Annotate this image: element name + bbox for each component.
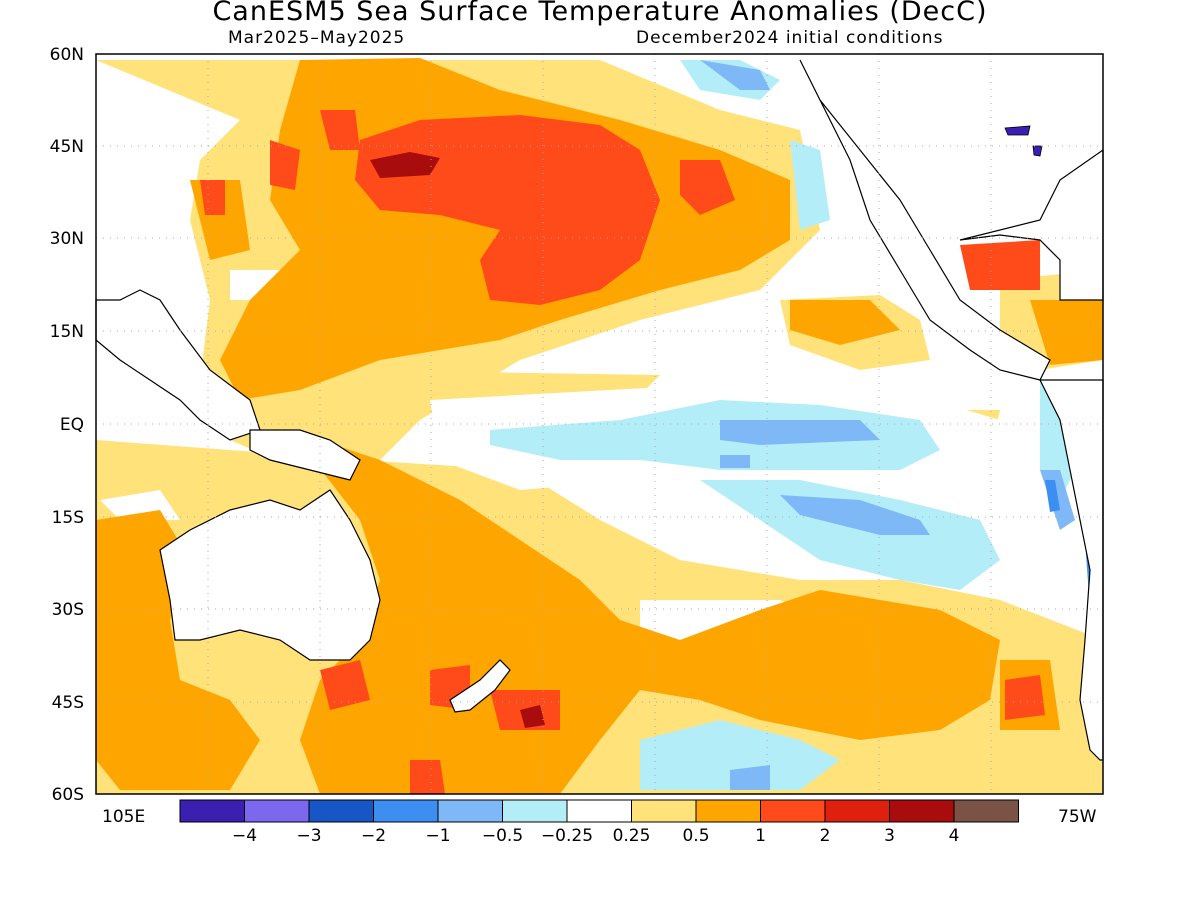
colorbar-swatch <box>695 799 761 823</box>
lat-label: 60N <box>50 45 84 65</box>
coastlines <box>95 59 1104 761</box>
lon-label-right: 75W <box>1058 807 1097 827</box>
colorbar-swatch <box>179 799 245 823</box>
anomaly-2-3 <box>370 152 545 728</box>
colorbar-label: −0.5 <box>482 826 523 846</box>
colorbar-label: 0.5 <box>682 826 709 846</box>
lat-label: 45S <box>52 693 84 713</box>
australia <box>159 489 381 661</box>
lat-label: 15S <box>52 508 84 528</box>
initial-conditions: December2024 initial conditions <box>636 28 944 48</box>
map-frame <box>95 53 1104 795</box>
colorbar-label: −2 <box>361 826 386 846</box>
map-title: CanESM5 Sea Surface Temperature Anomalie… <box>212 0 988 27</box>
lat-label: 45N <box>50 137 84 157</box>
colorbar-label: 4 <box>949 826 960 846</box>
lat-label: 30S <box>52 600 84 620</box>
asia-coast <box>95 289 261 441</box>
lat-label: 30N <box>50 229 84 249</box>
colorbar-swatch <box>631 799 697 823</box>
colorbar-swatch <box>308 799 374 823</box>
colorbar-label: 2 <box>820 826 831 846</box>
colorbar-swatch <box>373 799 439 823</box>
latitude-labels: 60N 45N 30N 15N EQ 15S 30S 45S 60S <box>50 45 84 805</box>
lon-label-left: 105E <box>102 807 145 827</box>
colorbar-label: 1 <box>755 826 766 846</box>
colorbar-swatch <box>566 799 632 823</box>
colorbar: −4 −3 −2 −1 −0.5 −0.25 0.25 0.5 1 2 3 4 <box>179 799 1019 846</box>
colorbar-label: 0.25 <box>613 826 651 846</box>
lat-label: 15N <box>50 322 84 342</box>
colorbar-swatch <box>244 799 310 823</box>
great-lakes <box>1004 125 1043 157</box>
colorbar-label: −3 <box>296 826 321 846</box>
forecast-period: Mar2025–May2025 <box>228 28 406 48</box>
new-zealand <box>449 659 511 713</box>
graticule <box>96 54 1103 794</box>
colorbar-swatch <box>502 799 568 823</box>
colorbar-swatch <box>760 799 826 823</box>
colorbar-label: −4 <box>232 826 257 846</box>
colorbar-swatch <box>953 799 1019 823</box>
new-guinea <box>249 429 361 481</box>
lat-label: 60S <box>52 785 84 805</box>
lat-label: EQ <box>60 415 84 435</box>
colorbar-swatch <box>889 799 955 823</box>
colorbar-label: −0.25 <box>541 826 593 846</box>
colorbar-label: 3 <box>884 826 895 846</box>
anomaly-neg-0.5-1 <box>700 60 1075 790</box>
colorbar-swatch <box>824 799 890 823</box>
colorbar-label: −1 <box>425 826 450 846</box>
colorbar-swatch <box>437 799 503 823</box>
